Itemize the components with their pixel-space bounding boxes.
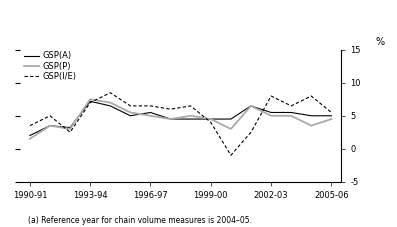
GSP(A): [148, 111, 153, 114]
GSP(A): [27, 134, 32, 137]
GSP(P): [88, 98, 93, 101]
GSP(A): [188, 118, 193, 120]
GSP(A): [208, 118, 213, 120]
GSP(P): [188, 114, 193, 117]
GSP(I/E): [108, 91, 113, 94]
GSP(P): [128, 111, 133, 114]
GSP(A): [329, 114, 334, 117]
GSP(A): [68, 126, 73, 129]
Line: GSP(A): GSP(A): [30, 101, 331, 136]
GSP(I/E): [229, 154, 233, 157]
GSP(I/E): [168, 108, 173, 111]
GSP(P): [249, 104, 253, 107]
GSP(P): [48, 124, 52, 127]
GSP(I/E): [128, 104, 133, 107]
GSP(I/E): [48, 114, 52, 117]
GSP(A): [128, 114, 133, 117]
GSP(P): [108, 101, 113, 104]
GSP(I/E): [249, 131, 253, 133]
GSP(I/E): [269, 95, 274, 97]
GSP(I/E): [208, 121, 213, 124]
GSP(P): [148, 114, 153, 117]
GSP(P): [68, 128, 73, 130]
GSP(A): [88, 100, 93, 103]
GSP(A): [108, 104, 113, 107]
GSP(I/E): [188, 104, 193, 107]
GSP(P): [269, 114, 274, 117]
Text: %: %: [376, 37, 385, 47]
GSP(A): [249, 104, 253, 107]
GSP(P): [27, 137, 32, 140]
GSP(A): [229, 118, 233, 120]
GSP(A): [269, 111, 274, 114]
Line: GSP(P): GSP(P): [30, 99, 331, 139]
GSP(I/E): [148, 104, 153, 107]
GSP(A): [289, 111, 293, 114]
GSP(A): [48, 124, 52, 127]
Line: GSP(I/E): GSP(I/E): [30, 93, 331, 155]
GSP(P): [289, 114, 293, 117]
Legend: GSP(A), GSP(P), GSP(I/E): GSP(A), GSP(P), GSP(I/E): [24, 52, 76, 81]
GSP(I/E): [289, 104, 293, 107]
GSP(P): [229, 128, 233, 130]
GSP(I/E): [27, 124, 32, 127]
GSP(A): [309, 114, 314, 117]
GSP(I/E): [309, 95, 314, 97]
GSP(A): [168, 118, 173, 120]
GSP(P): [309, 124, 314, 127]
Text: (a) Reference year for chain volume measures is 2004–05.: (a) Reference year for chain volume meas…: [28, 216, 252, 225]
GSP(I/E): [329, 111, 334, 114]
GSP(P): [168, 118, 173, 120]
GSP(I/E): [68, 131, 73, 133]
GSP(P): [329, 118, 334, 120]
GSP(P): [208, 118, 213, 120]
GSP(I/E): [88, 101, 93, 104]
